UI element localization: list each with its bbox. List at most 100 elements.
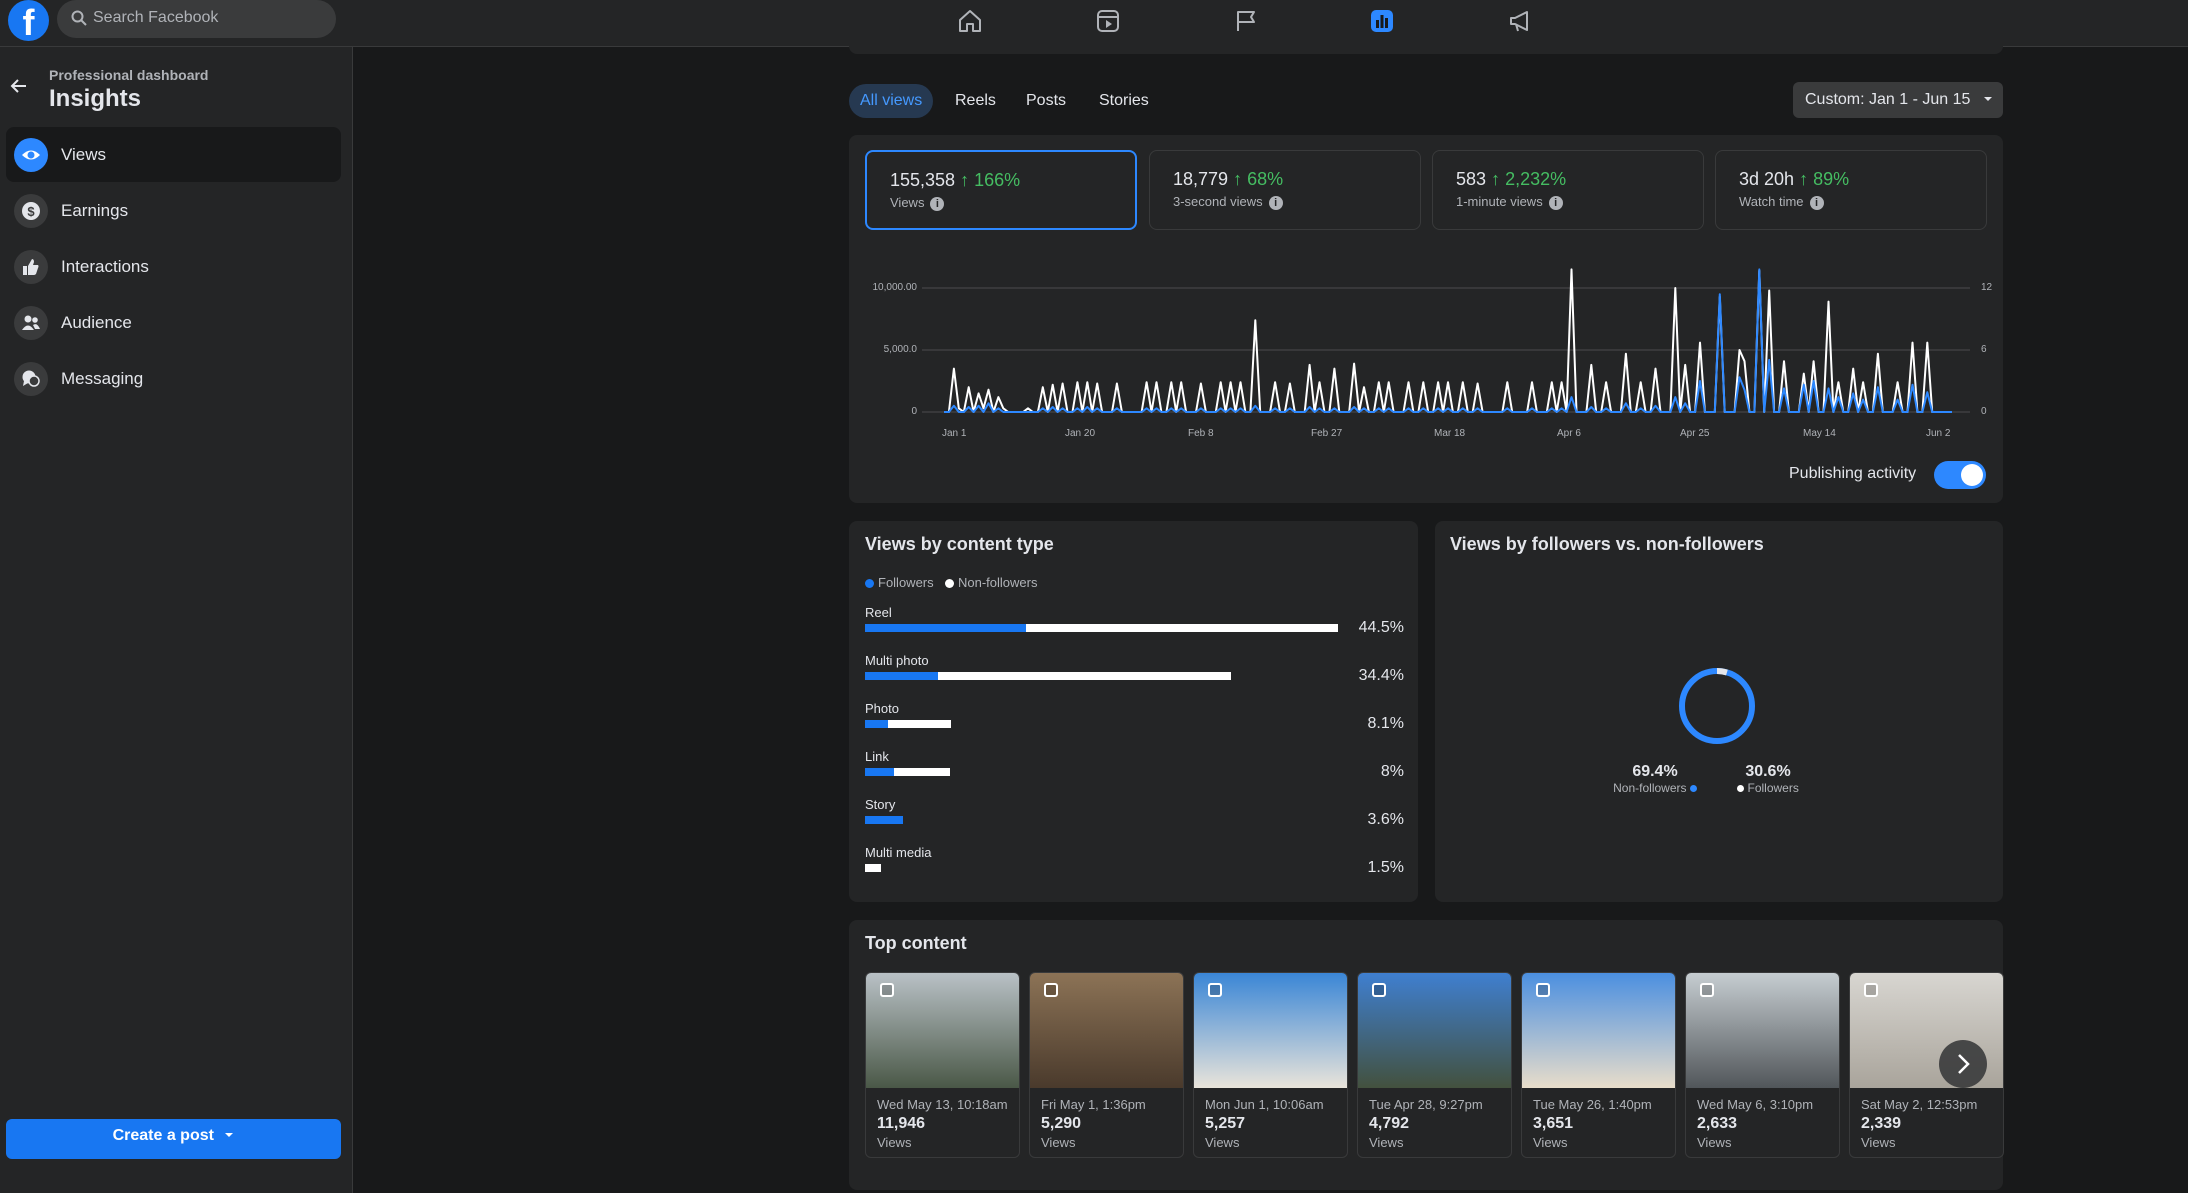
bar-value-label: 1.5% <box>1367 859 1404 876</box>
bar-value-label: 44.5% <box>1358 619 1404 636</box>
bar-track <box>865 720 952 728</box>
sidebar-item-label: Interactions <box>61 257 149 276</box>
bar-track <box>865 816 904 824</box>
content-type-row: Multi media 1.5% <box>865 845 1410 881</box>
bar-track <box>865 672 1231 680</box>
top-navigation-bar: f Search Facebook <box>0 0 2188 47</box>
sidebar-item-label: Messaging <box>61 369 144 388</box>
non-followers-value: 69.4% <box>1632 763 1678 780</box>
info-icon[interactable]: i <box>1548 195 1563 210</box>
post-views-label: Views <box>1697 1135 1732 1150</box>
metric-label: Views <box>890 195 925 210</box>
donut-non-followers-segment <box>1679 668 1755 744</box>
post-date: Tue Apr 28, 9:27pm <box>1369 1097 1483 1112</box>
sidebar-item-label: Earnings <box>61 201 129 220</box>
top-content-item[interactable]: Fri May 1, 1:36pm 5,290 Views <box>1029 972 1184 1158</box>
post-type-icon <box>1372 983 1386 997</box>
post-views-value: 2,339 <box>1861 1115 1902 1132</box>
non-followers-bar <box>938 672 1231 680</box>
info-icon[interactable]: i <box>1809 195 1824 210</box>
x-tick-label: Jun 2 <box>1926 428 1951 439</box>
top-content-item[interactable]: Tue Apr 28, 9:27pm 4,792 Views <box>1357 972 1512 1158</box>
post-thumbnail <box>1522 973 1675 1088</box>
x-tick-label: Apr 25 <box>1680 428 1710 439</box>
top-content-item[interactable]: Tue May 26, 1:40pm 3,651 Views <box>1521 972 1676 1158</box>
bar-track <box>865 768 950 776</box>
top-content-title: Top content <box>865 933 967 953</box>
post-views-label: Views <box>1369 1135 1404 1150</box>
date-range-dropdown[interactable]: Custom: Jan 1 - Jun 15 <box>1793 82 2003 118</box>
post-views-value: 4,792 <box>1369 1115 1410 1132</box>
y-right-tick-label: 0 <box>1981 406 1987 417</box>
facebook-logo[interactable]: f <box>8 0 49 41</box>
sidebar-item-interactions[interactable]: Interactions <box>6 239 341 294</box>
followers-label: Followers <box>1747 781 1799 795</box>
search-input[interactable]: Search Facebook <box>57 0 336 38</box>
views-series-line <box>944 268 1952 413</box>
post-views-value: 5,257 <box>1205 1115 1246 1132</box>
followers-bar <box>865 720 889 728</box>
x-tick-label: Mar 18 <box>1434 428 1466 439</box>
page-title: Insights <box>49 85 142 112</box>
info-icon[interactable]: i <box>930 196 945 211</box>
metric-watch-time[interactable]: 3d 20h ↑ 89% Watch time i <box>1715 150 1987 230</box>
metric-change: ↑ 89% <box>1799 169 1850 189</box>
top-content-item[interactable]: Wed May 6, 3:10pm 2,633 Views <box>1685 972 1840 1158</box>
publishing-activity-toggle[interactable] <box>1934 461 1986 489</box>
tab-stories[interactable]: Stories <box>1099 92 1149 109</box>
post-type-icon <box>1536 983 1550 997</box>
bar-label: Multi photo <box>865 653 929 668</box>
people-icon <box>14 306 48 340</box>
sidebar-item-audience[interactable]: Audience <box>6 295 341 350</box>
content-type-row: Multi photo 34.4% <box>865 653 1410 689</box>
create-post-button[interactable]: Create a post <box>6 1119 341 1159</box>
bar-label: Link <box>865 749 889 764</box>
post-type-icon <box>1700 983 1714 997</box>
tab-posts[interactable]: Posts <box>1026 92 1067 109</box>
publishing-series-line <box>944 268 1952 413</box>
post-views-value: 3,651 <box>1533 1115 1574 1132</box>
previous-card-edge <box>849 40 2003 54</box>
tab-reels[interactable]: Reels <box>955 92 996 109</box>
metric-value: 583 <box>1456 169 1487 189</box>
sidebar-item-label: Audience <box>61 313 132 332</box>
y-tick-label: 5,000.0 <box>883 344 917 355</box>
thumbs-up-icon <box>14 250 48 284</box>
metric-views[interactable]: 155,358 ↑ 166% Views i <box>865 150 1137 230</box>
tab-all-views[interactable]: All views <box>849 84 934 118</box>
top-content-item[interactable]: Wed May 13, 10:18am 11,946 Views <box>865 972 1020 1158</box>
bar-label: Photo <box>865 701 899 716</box>
bar-value-label: 8% <box>1380 763 1404 780</box>
donut-followers-segment <box>1679 668 1755 744</box>
publishing-activity-label: Publishing activity <box>1789 465 1917 482</box>
bar-label: Multi media <box>865 845 932 860</box>
video-icon[interactable] <box>1046 0 1170 47</box>
post-date: Wed May 13, 10:18am <box>877 1097 1008 1112</box>
sidebar-item-label: Views <box>61 145 107 164</box>
sidebar-item-earnings[interactable]: $ Earnings <box>6 183 341 238</box>
y-right-tick-label: 12 <box>1981 282 1993 293</box>
post-views-label: Views <box>877 1135 912 1150</box>
next-button[interactable] <box>1939 1040 1987 1088</box>
sidebar-item-messaging[interactable]: Messaging <box>6 351 341 406</box>
metric-1-minute-views[interactable]: 583 ↑ 2,232% 1-minute views i <box>1432 150 1704 230</box>
sidebar-item-views[interactable]: Views <box>6 127 341 182</box>
back-arrow-icon[interactable] <box>10 77 28 100</box>
content-type-card <box>849 521 1418 902</box>
megaphone-icon[interactable] <box>1459 0 1583 47</box>
followers-title: Views by followers vs. non-followers <box>1450 534 1764 554</box>
followers-bar <box>865 816 904 824</box>
metric-label: 1-minute views <box>1456 194 1543 209</box>
breadcrumb: Professional dashboard <box>49 67 209 83</box>
x-tick-label: Feb 8 <box>1188 428 1214 439</box>
top-content-item[interactable]: Mon Jun 1, 10:06am 5,257 Views <box>1193 972 1348 1158</box>
legend-non-followers: Non-followers <box>945 575 1037 590</box>
post-date: Tue May 26, 1:40pm <box>1533 1097 1652 1112</box>
info-icon[interactable]: i <box>1268 195 1283 210</box>
flag-icon[interactable] <box>1184 0 1308 47</box>
legend-followers: Followers <box>865 575 934 590</box>
post-views-value: 2,633 <box>1697 1115 1738 1132</box>
y-right-tick-label: 6 <box>1981 344 1987 355</box>
metric-3-second-views[interactable]: 18,779 ↑ 68% 3-second views i <box>1149 150 1421 230</box>
home-icon[interactable] <box>908 0 1032 47</box>
